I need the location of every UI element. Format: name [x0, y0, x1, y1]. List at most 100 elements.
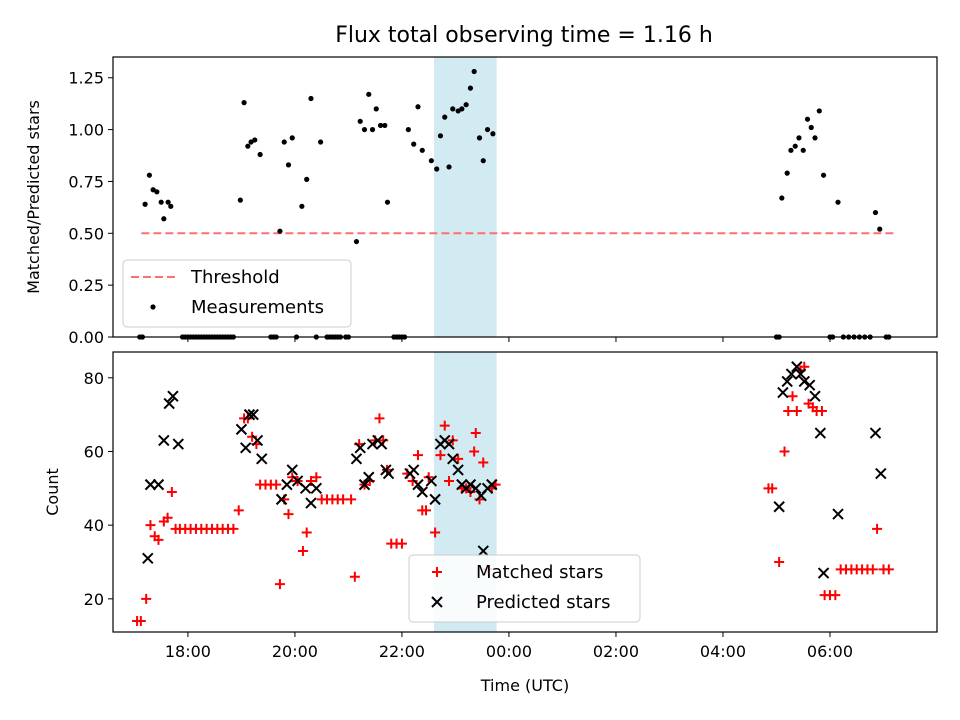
predicted-star-point: [832, 508, 844, 520]
predicted-star-point: [809, 390, 821, 402]
legend-label: Matched stars: [476, 562, 603, 583]
predicted-star-point: [429, 493, 441, 506]
matched-star-point: [297, 545, 308, 556]
predicted-star-point: [470, 482, 482, 495]
predicted-star-point: [375, 438, 388, 450]
matched-star-point: [396, 538, 407, 549]
measurement-point: [812, 135, 818, 141]
measurement-point: [784, 170, 790, 176]
predicted-star-point: [416, 486, 428, 498]
predicted-star-point: [817, 567, 830, 579]
matched-star-point: [787, 391, 798, 402]
matched-star-point: [346, 494, 357, 505]
measurement-point: [257, 151, 263, 158]
y-tick-label: 80: [84, 369, 104, 388]
predicted-star-point: [363, 471, 375, 483]
y-tick-label: 1.25: [68, 69, 104, 88]
matched-star-point: [816, 405, 827, 416]
y-tick-label: 0.25: [68, 276, 104, 295]
measurement-point: [382, 122, 388, 129]
measurement-point: [471, 68, 477, 75]
x-axis-label: Time (UTC): [480, 676, 569, 695]
measurement-point: [357, 118, 363, 124]
x-tick-label: 18:00: [165, 642, 211, 661]
measurement-point: [872, 209, 879, 216]
measurement-point: [361, 126, 368, 133]
measurement-point: [366, 91, 372, 97]
measurement-point: [779, 195, 785, 201]
matched-star-point: [162, 512, 173, 523]
measurement-point: [304, 176, 310, 182]
matched-star-point: [228, 523, 239, 534]
measurement-point: [237, 197, 243, 203]
predicted-star-point: [310, 482, 323, 495]
predicted-star-point: [452, 464, 464, 476]
measurement-point: [816, 108, 822, 114]
predicted-star-point: [152, 478, 165, 491]
predicted-star-point: [486, 478, 498, 491]
predicted-star-point: [251, 434, 264, 447]
matched-star-point: [166, 487, 177, 497]
matched-star-point: [435, 450, 446, 461]
predicted-star-point: [366, 438, 379, 450]
predicted-star-point: [354, 442, 366, 454]
y-tick-label: 20: [84, 590, 104, 609]
predicted-star-point: [773, 501, 785, 513]
y-tick-label: 0.00: [68, 328, 104, 347]
measurement-point: [804, 116, 811, 122]
predicted-star-point: [239, 442, 252, 454]
predicted-star-point: [875, 467, 887, 480]
matched-star-point: [301, 527, 312, 538]
legend-label: Measurements: [191, 297, 324, 318]
measurement-point: [788, 147, 794, 153]
measurement-point: [318, 139, 324, 145]
x-tick-label: 04:00: [700, 642, 746, 661]
measurement-point: [442, 114, 448, 120]
measurement-point: [299, 203, 305, 209]
predicted-star-point: [286, 464, 298, 476]
measurement-point: [450, 106, 456, 112]
measurement-point: [476, 135, 483, 141]
y-tick-label: 1.00: [68, 121, 104, 140]
measurement-point: [800, 147, 806, 153]
matched-star-point: [872, 523, 883, 534]
legend: Matched stars Predicted stars: [408, 554, 641, 623]
observing-window-span: [434, 57, 497, 337]
matched-star-point: [247, 431, 258, 442]
measurement-point: [877, 226, 883, 232]
x-tick-label: 22:00: [379, 642, 425, 661]
matched-star-point: [767, 483, 778, 494]
predicted-star-point: [443, 438, 455, 450]
predicted-star-point: [167, 390, 179, 402]
x-tick-label: 02:00: [593, 642, 639, 661]
measurement-point: [434, 166, 440, 172]
predicted-star-point: [869, 427, 882, 439]
predicted-star-point: [305, 497, 317, 509]
measurement-point: [165, 199, 171, 205]
predicted-star-point: [794, 368, 807, 380]
measurement-point: [467, 85, 474, 91]
bottom-panel: 20 40 60 80 18:00 20:00 22:00 00:00 02:00 04:00 06…: [43, 351, 938, 695]
predicted-star-point: [407, 464, 420, 476]
measurement-point: [252, 137, 258, 143]
predicted-star-point: [777, 386, 789, 399]
matched-star-point: [311, 472, 322, 483]
matched-star-point: [141, 593, 152, 604]
predicted-star-point: [299, 482, 312, 495]
matched-star-point: [135, 615, 146, 626]
measurement-point: [384, 199, 391, 205]
matched-star-point: [412, 450, 423, 461]
measurement-point: [415, 104, 421, 110]
predicted-star-point: [803, 379, 816, 391]
predicted-star-point: [382, 467, 395, 480]
matched-star-point: [469, 446, 480, 457]
matched-star-point: [145, 520, 156, 531]
y-axis-label: Count: [43, 468, 62, 516]
series-matched-stars: [132, 361, 894, 626]
legend-label: Threshold: [190, 267, 280, 288]
measurement-point: [480, 158, 486, 164]
predicted-star-point: [275, 493, 288, 506]
measurement-point: [820, 172, 827, 178]
measurement-point: [835, 199, 841, 205]
top-panel: 0.00 0.25 0.50 0.75 1.00 1.25 Matched/Predicte…: [24, 56, 938, 347]
